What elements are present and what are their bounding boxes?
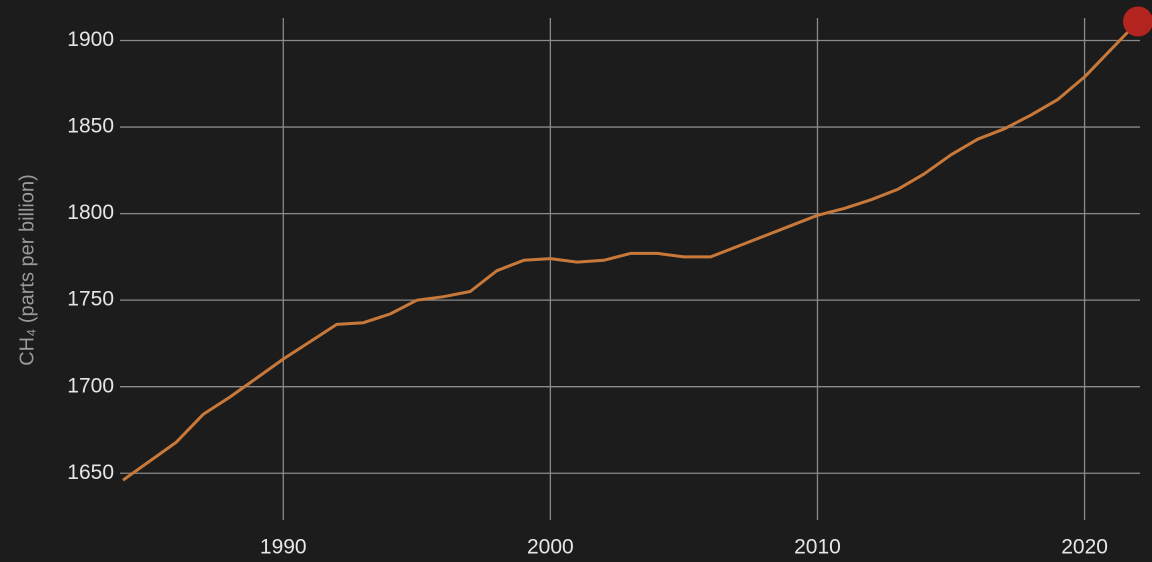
y-tick-label: 1800 (67, 201, 114, 224)
latest-point (1123, 6, 1152, 37)
y-tick-label: 1850 (67, 115, 114, 138)
x-tick-label: 1990 (260, 536, 307, 559)
x-tick-label: 2000 (527, 536, 574, 559)
y-tick-label: 1700 (67, 374, 114, 397)
x-tick-label: 2020 (1061, 536, 1108, 559)
y-tick-label: 1750 (67, 288, 114, 311)
y-tick-label: 1650 (67, 461, 114, 484)
y-axis-title: CH₄ (parts per billion) (16, 174, 38, 366)
data-line (122, 20, 1140, 482)
y-tick-label: 1900 (67, 28, 114, 51)
x-tick-label: 2010 (794, 536, 841, 559)
